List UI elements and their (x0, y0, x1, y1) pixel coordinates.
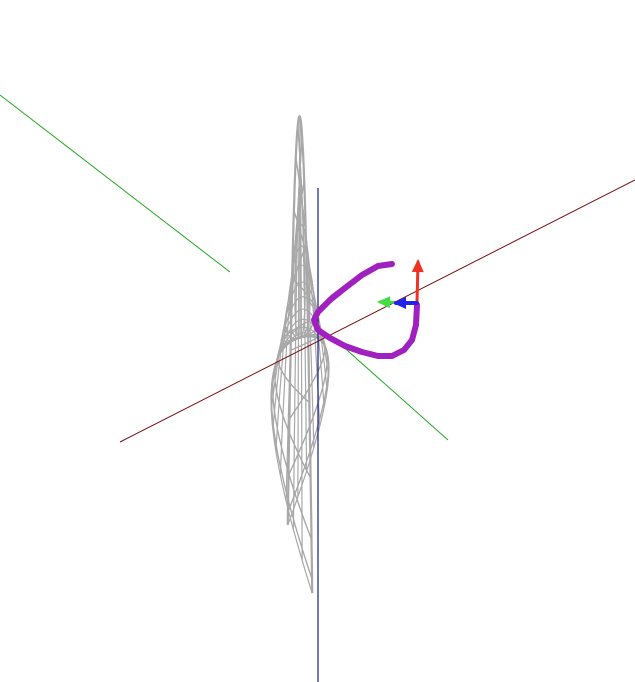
axes-back-group (0, 94, 449, 441)
mesh-radial (288, 335, 326, 420)
y-axis (0, 94, 231, 273)
frame-arrows (377, 259, 424, 309)
y-axis-far (329, 334, 449, 441)
mesh-radial (287, 335, 328, 476)
mesh-radial (280, 320, 309, 342)
tangent-arrow (393, 297, 419, 309)
geodesic-path (311, 261, 420, 359)
x-axis (119, 179, 635, 443)
geodesic-path-inner (316, 282, 350, 312)
mesh-radial (294, 136, 303, 339)
axes-front-group (119, 179, 635, 682)
mesh-radial (277, 337, 310, 403)
normal-arrow (411, 259, 424, 305)
mesh-radial (297, 124, 306, 339)
geodesic-path-line (311, 261, 420, 359)
saddle-surface (270, 114, 330, 594)
mesh-radial (274, 337, 312, 479)
